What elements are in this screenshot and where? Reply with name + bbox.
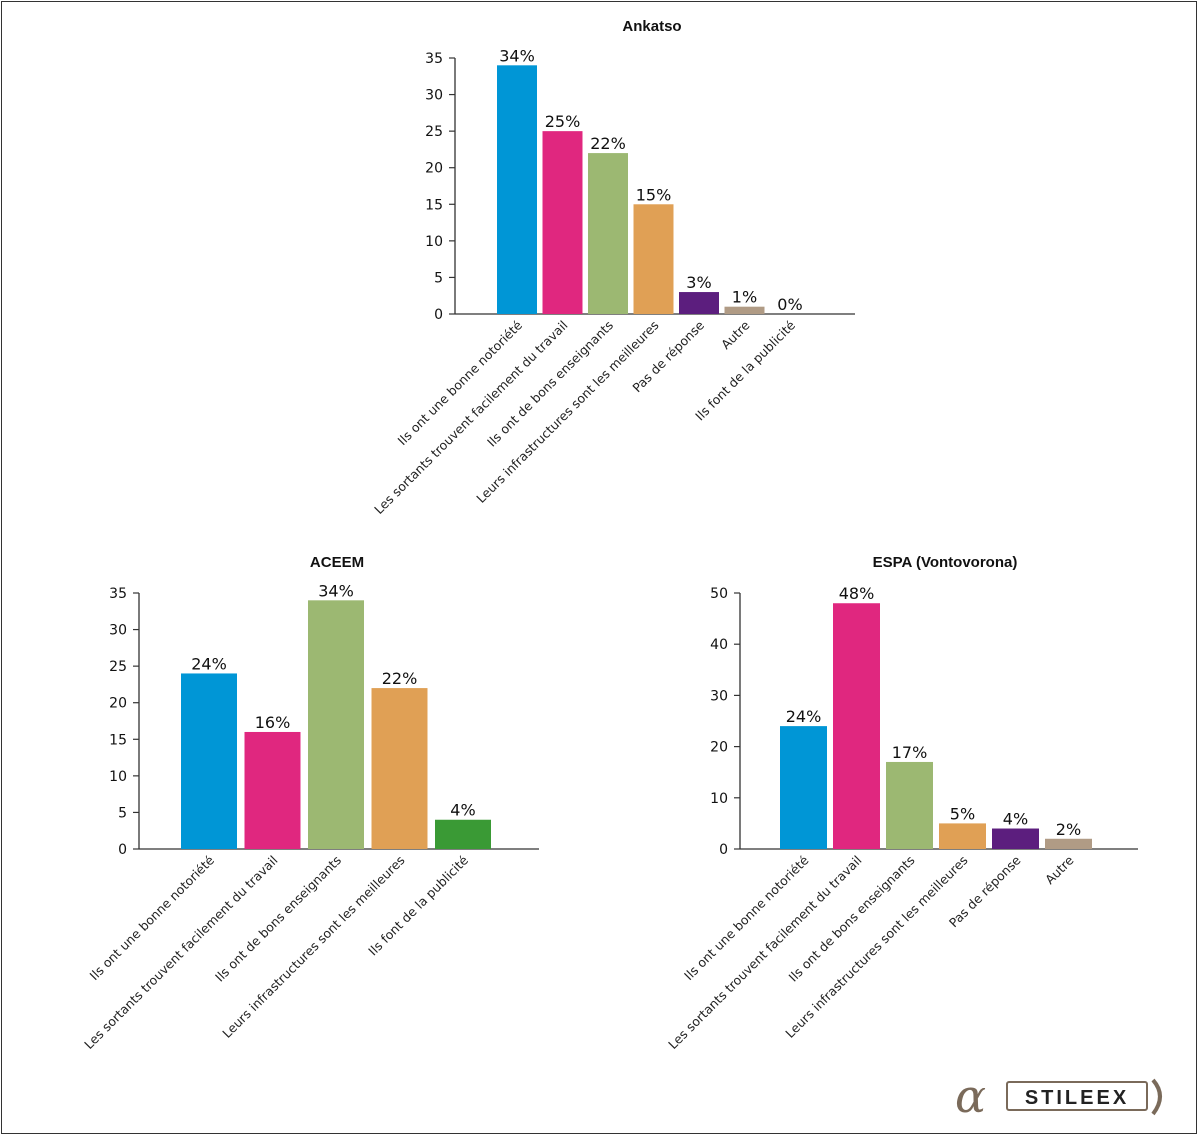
y-tick-label: 10 <box>710 791 728 807</box>
bar <box>542 131 583 314</box>
bar <box>1045 838 1092 849</box>
value-label: 34% <box>318 581 354 600</box>
chart-title: Ankatso <box>622 18 681 35</box>
y-tick-label: 5 <box>118 805 127 821</box>
y-tick-label: 10 <box>109 769 127 785</box>
value-label: 2% <box>1056 820 1081 839</box>
y-tick-label: 0 <box>719 842 728 858</box>
category-label: Leurs infrastructures sont les meilleure… <box>782 853 970 1041</box>
stileex-logo: α STILEEX <box>955 1074 1162 1120</box>
value-label: 4% <box>1003 810 1028 829</box>
bar <box>371 688 428 849</box>
value-label: 34% <box>499 46 535 65</box>
value-label: 22% <box>382 669 418 688</box>
y-tick-label: 10 <box>425 234 443 250</box>
y-tick-label: 35 <box>425 51 443 67</box>
value-label: 24% <box>786 707 822 726</box>
chart-title: ESPA (Vontovorona) <box>873 554 1018 571</box>
bar <box>886 761 933 849</box>
value-label: 1% <box>732 288 757 307</box>
y-tick-label: 15 <box>425 197 443 213</box>
value-label: 16% <box>255 713 291 732</box>
category-label: Autre <box>1042 852 1077 887</box>
bar <box>244 731 301 849</box>
bar <box>992 828 1039 849</box>
value-label: 48% <box>839 584 875 603</box>
y-tick-label: 15 <box>109 732 127 748</box>
value-label: 0% <box>777 295 802 314</box>
value-label: 22% <box>590 134 626 153</box>
y-tick-label: 20 <box>425 161 443 177</box>
value-label: 15% <box>636 185 672 204</box>
bar <box>780 726 827 849</box>
y-tick-label: 25 <box>425 124 443 140</box>
y-tick-label: 5 <box>434 270 443 286</box>
bar <box>435 819 491 849</box>
bar <box>679 292 719 314</box>
bar <box>181 673 237 849</box>
bar <box>724 306 765 314</box>
value-label: 4% <box>450 801 475 820</box>
bar <box>497 65 537 314</box>
bar <box>633 204 674 314</box>
bar <box>833 603 880 849</box>
y-tick-label: 30 <box>710 688 728 704</box>
logo-mark: α <box>955 1074 986 1120</box>
logo-text: STILEEX <box>1025 1087 1129 1109</box>
bar <box>308 600 364 849</box>
y-tick-label: 20 <box>710 740 728 756</box>
y-tick-label: 25 <box>109 659 127 675</box>
y-tick-label: 40 <box>710 637 728 653</box>
y-tick-label: 50 <box>710 586 728 602</box>
bar <box>588 153 628 314</box>
y-tick-label: 20 <box>109 696 127 712</box>
y-tick-label: 30 <box>109 623 127 639</box>
y-tick-label: 35 <box>109 586 127 602</box>
value-label: 3% <box>686 273 711 292</box>
y-tick-label: 0 <box>434 307 443 323</box>
value-label: 5% <box>950 804 975 823</box>
y-tick-label: 30 <box>425 88 443 104</box>
category-label: Les sortants trouvent facilement du trav… <box>665 853 864 1052</box>
value-label: 17% <box>892 743 928 762</box>
chart-title: ACEEM <box>310 554 364 571</box>
bar <box>939 823 986 849</box>
y-tick-label: 0 <box>118 842 127 858</box>
value-label: 24% <box>191 654 227 673</box>
value-label: 25% <box>545 112 581 131</box>
